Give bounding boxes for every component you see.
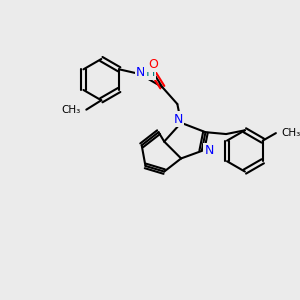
Text: N: N: [174, 112, 183, 125]
Text: O: O: [148, 58, 158, 71]
Text: N: N: [136, 66, 146, 79]
Text: CH₃: CH₃: [281, 128, 300, 138]
Text: H: H: [146, 66, 155, 79]
Text: CH₃: CH₃: [61, 105, 81, 115]
Text: N: N: [205, 144, 214, 158]
